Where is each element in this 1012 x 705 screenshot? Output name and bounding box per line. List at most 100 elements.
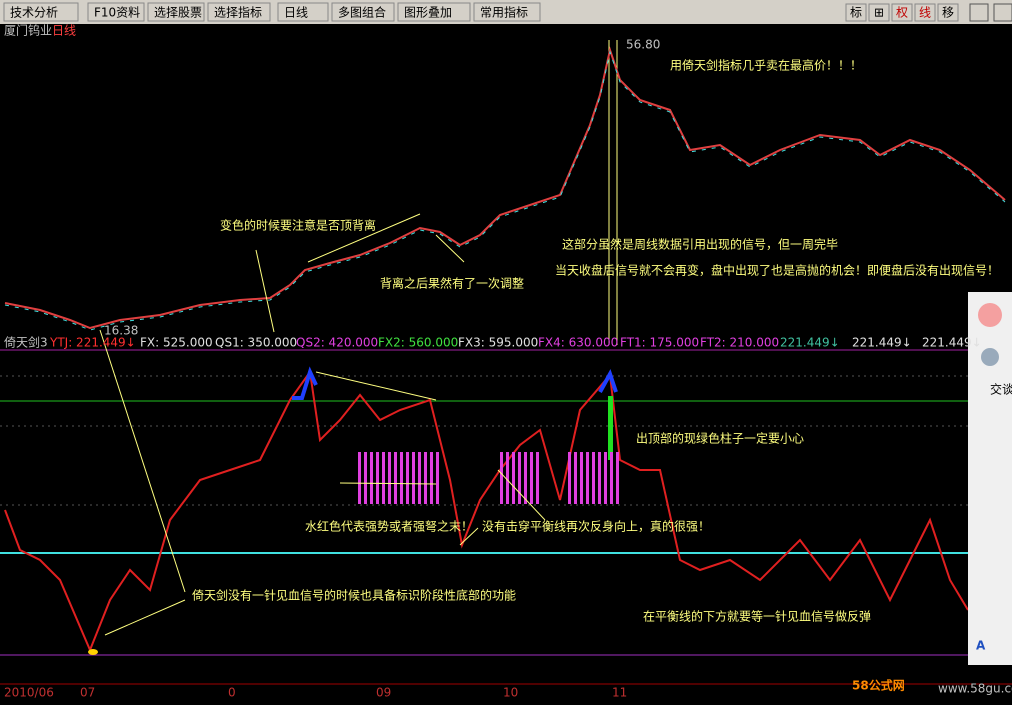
stock-name: 厦门钨业 [4,23,52,38]
annotation: 没有击穿平衡线再次反身向上，真的很强！ [482,519,710,534]
tool-icon[interactable] [845,3,867,22]
toolbar-button-label[interactable]: 图形叠加 [404,6,452,20]
annotation: 变色的时候要注意是否顶背离 [220,218,376,233]
legend-item: FX3: 595.000 [458,336,538,350]
magenta-bar [436,452,439,504]
bottom-marker [88,649,98,655]
annotation: 出顶部的现绿色柱子一定要小心 [636,431,804,446]
x-axis-label: 0 [228,686,236,700]
x-axis-label: 07 [80,686,95,700]
toolbar-button-label[interactable]: 技术分析 [10,6,58,20]
x-axis-label: 11 [612,686,627,700]
window-button[interactable] [993,3,1012,22]
tool-icon-label[interactable]: ⊞ [874,6,884,20]
indicator-name: 倚天剑3 [4,335,48,350]
magenta-bar [370,452,373,504]
toolbar-button[interactable] [207,2,271,22]
period: 日线 [52,24,76,38]
magenta-bar [598,452,601,504]
legend-item: QS2: 420.000 [296,336,378,350]
magenta-bar [430,452,433,504]
annotation: 倚天剑没有一针见血信号的时候也具备标识阶段性底部的功能 [192,588,516,603]
magenta-bar [418,452,421,504]
magenta-bar [610,452,613,504]
chat-label[interactable]: 交谈 [990,382,1012,397]
magenta-bar [524,452,527,504]
avatar[interactable] [978,303,1002,327]
annotation-lines [99,213,546,636]
annotation: 在平衡线的下方就要等一针见血信号做反弹 [643,609,871,624]
low-label: 16.38 [104,324,138,338]
legend-item: FT2: 210.000 [700,336,779,350]
camera-icon[interactable] [981,348,999,366]
magenta-bar [518,452,521,504]
magenta-bar [512,452,515,504]
magenta-bar [400,452,403,504]
magenta-bar [382,452,385,504]
tool-icon-label[interactable]: 权 [896,6,908,20]
tool-icon-label[interactable]: 标 [850,6,862,20]
indicator-line [4,369,969,653]
toolbar-button-label[interactable]: 多图组合 [338,5,386,20]
toolbar-button-label[interactable]: 日线 [284,6,308,20]
legend-item: 221.449↓ [852,336,912,350]
annotation: 当天收盘后信号就不会再变，盘中出现了也是高抛的机会！即便盘后没有出现信号！ [555,263,999,278]
magenta-bar [364,452,367,504]
magenta-bar [424,452,427,504]
magenta-bar [412,452,415,504]
font-button[interactable]: A [976,639,986,653]
toolbar-button[interactable] [3,2,79,22]
tool-icon-label[interactable]: 线 [919,6,931,20]
texts: 技术分析 F10资料 选择股票 选择指标 日线 多图组合 图形叠加 常用指标标 ⊞ 权线移厦门钨业… [3,2,1012,700]
toolbar-button[interactable] [87,2,145,22]
toolbar-button-label[interactable]: 选择指标 [214,5,262,20]
magenta-bar [616,452,619,504]
legend-item: FT1: 175.000 [620,336,699,350]
toolbar-button-label[interactable]: 常用指标 [480,5,528,20]
annotation: 水红色代表强势或者强弩之末！ [305,519,473,534]
url: www.58gu.com [938,682,1012,696]
magenta-bar [388,452,391,504]
high-label: 56.80 [626,38,660,52]
magenta-bar [376,452,379,504]
annotation: 背离之后果然有了一次调整 [380,276,524,291]
magenta-bar [500,452,503,504]
x-axis-label: 10 [503,686,518,700]
toolbar-button-label[interactable]: 选择股票 [154,6,202,20]
toolbar-button[interactable] [331,2,395,22]
window-button[interactable] [969,3,989,22]
price-line [4,46,1006,330]
magenta-bar [574,452,577,504]
magenta-bar [406,452,409,504]
magenta-bar [358,452,361,504]
magenta-bar [394,452,397,504]
tool-icon[interactable] [914,3,936,22]
legend-item: FX2: 560.000 [378,336,458,350]
magenta-bar [580,452,583,504]
legend-item: FX: 525.000 [140,336,213,350]
toolbar-button-label[interactable]: F10资料 [94,6,140,20]
tool-icon[interactable] [868,3,890,22]
green-bar [608,396,613,460]
magenta-bars [358,452,619,504]
magenta-bar [586,452,589,504]
toolbar-button[interactable] [397,2,471,22]
toolbar-button[interactable] [277,2,329,22]
annotation: 这部分虽然是周线数据引用出现的信号，但一周完毕 [562,237,838,252]
tool-icon[interactable] [937,3,959,22]
toolbar-button[interactable] [473,2,541,22]
toolbar-button[interactable] [147,2,205,22]
magenta-bar [592,452,595,504]
magenta-bar [536,452,539,504]
magenta-bar [530,452,533,504]
legend-item: 221.449↓ [922,336,982,350]
magenta-bar [568,452,571,504]
magenta-bar [604,452,607,504]
legend-item: FX4: 630.000 [538,336,618,350]
legend-item: 221.449↓ [780,336,840,350]
x-axis-label: 2010/06 [4,686,54,700]
legend-item: YTJ: 221.449↓ [49,336,136,350]
tool-icon-label[interactable]: 移 [942,6,954,20]
tool-icon[interactable] [891,3,913,22]
